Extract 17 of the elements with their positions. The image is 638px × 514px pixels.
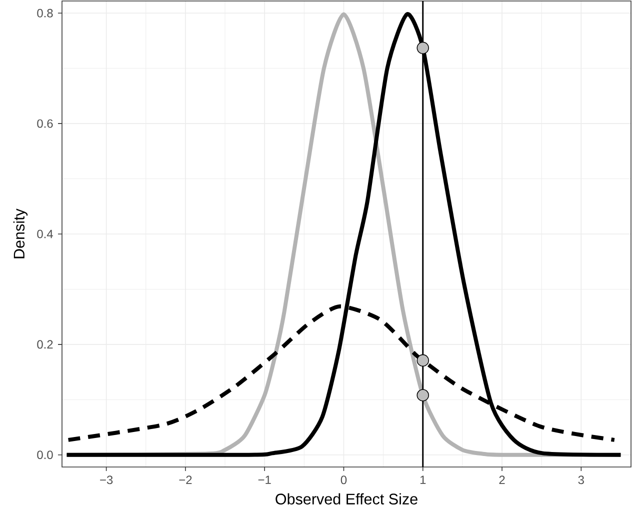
x-tick-label: 3 bbox=[578, 476, 584, 484]
x-tick-label: −3 bbox=[100, 476, 113, 484]
point bbox=[416, 42, 430, 54]
point bbox=[416, 389, 430, 402]
x-tick-label: 0 bbox=[340, 476, 347, 484]
y-axis-title: Density bbox=[13, 208, 28, 258]
x-tick-label: 2 bbox=[499, 476, 505, 484]
x-tick-label: 1 bbox=[420, 476, 426, 484]
y-tick-label: 0.0 bbox=[37, 450, 53, 460]
y-tick-label: 0.6 bbox=[37, 119, 53, 128]
x-tick-label: −2 bbox=[179, 476, 192, 484]
point bbox=[416, 354, 430, 367]
y-tick-label: 0.4 bbox=[37, 230, 53, 238]
y-tick-label: 0.8 bbox=[37, 8, 53, 18]
x-tick-label: −1 bbox=[258, 476, 271, 484]
x-axis-title: Observed Effect Size bbox=[276, 493, 418, 504]
y-tick-label: 0.2 bbox=[37, 340, 53, 349]
